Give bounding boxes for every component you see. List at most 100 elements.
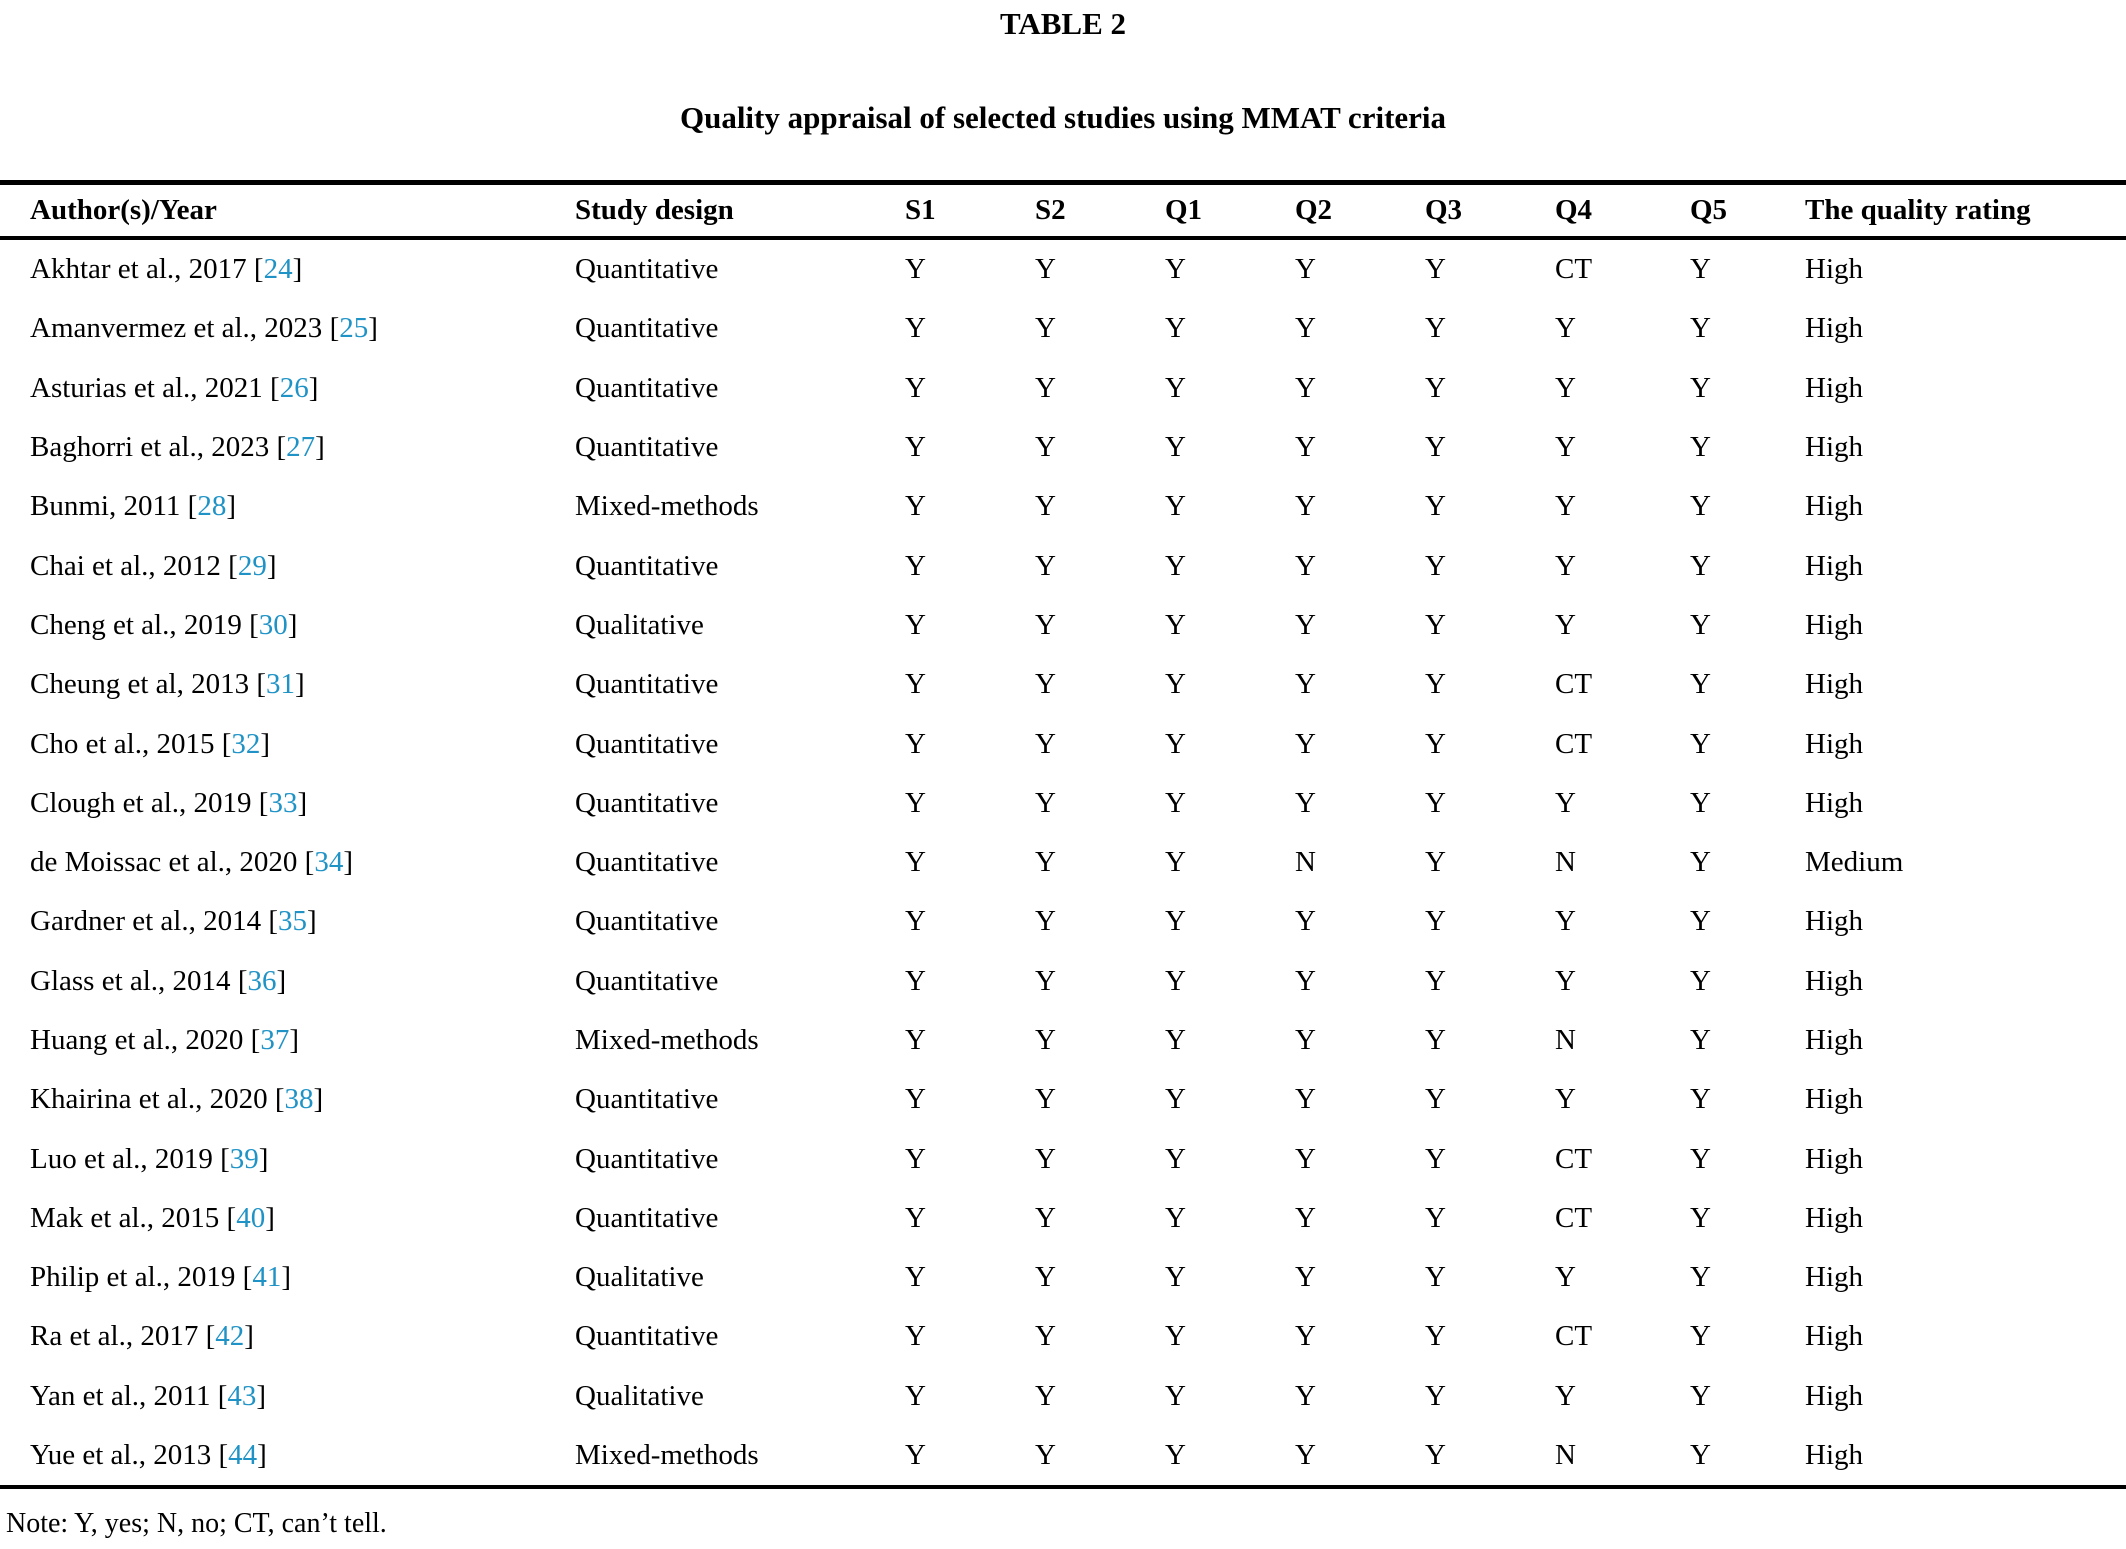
q5-value-cell: Y (1690, 1201, 1711, 1234)
reference-link[interactable]: 31 (266, 668, 295, 701)
s2-value-cell: Y (1035, 253, 1056, 286)
s2-value-cell: Y (1035, 431, 1056, 464)
q3-value-cell: Y (1425, 608, 1446, 641)
q3-value-cell: Y (1425, 1201, 1446, 1234)
q5-value-cell: Y (1690, 668, 1711, 701)
reference-link[interactable]: 26 (279, 371, 309, 404)
study-design-cell: Mixed-methods (575, 1024, 759, 1056)
s1-value-cell: Y (905, 312, 926, 345)
quality-appraisal-table: Author(s)/Year Study design S1 S2 Q1 Q2 Q3 Q4 Q5… (0, 180, 2126, 1490)
q3-value-cell: Y (1425, 549, 1446, 582)
author-year-text: Baghorri et al., 2023 (30, 431, 270, 464)
column-header-q1: Q1 (1165, 182, 1295, 240)
author-year-cell: Huang et al., 2020 [37] (30, 1024, 300, 1056)
study-design-cell: Mixed-methods (575, 490, 759, 523)
s2-value-cell: Y (1035, 964, 1056, 997)
q3-value-cell: Y (1425, 964, 1446, 997)
reference-link[interactable]: 25 (339, 312, 369, 345)
q1-value-cell: Y (1165, 1024, 1186, 1056)
s2-value-cell: Y (1035, 1142, 1056, 1175)
s1-value-cell: Y (905, 1261, 926, 1294)
reference-link[interactable]: 39 (229, 1142, 259, 1175)
s2-value-cell: Y (1035, 1024, 1056, 1056)
reference-link[interactable]: 41 (252, 1261, 282, 1294)
reference-link[interactable]: 42 (215, 1320, 245, 1353)
s2-value-cell: Y (1035, 786, 1056, 819)
author-year-text: Khairina et al., 2020 (30, 1083, 268, 1116)
author-year-text: Akhtar et al., 2017 (30, 253, 247, 286)
study-design-cell: Quantitative (575, 727, 719, 760)
q1-value-cell: Y (1165, 1320, 1186, 1353)
s2-value-cell: Y (1035, 1261, 1056, 1294)
author-year-cell: Cheng et al., 2019 [30] (30, 608, 298, 641)
q3-value-cell: Y (1425, 1024, 1446, 1056)
s1-value-cell: Y (905, 727, 926, 760)
quality-rating-cell: High (1805, 253, 1863, 286)
reference-link[interactable]: 38 (284, 1083, 314, 1116)
reference-link[interactable]: 34 (314, 846, 344, 879)
table-row: Clough et al., 2019 [33] Quantitative Y Y Y Y… (0, 774, 2126, 833)
quality-rating-cell: High (1805, 964, 1863, 997)
quality-rating-cell: High (1805, 371, 1863, 404)
s1-value-cell: Y (905, 1379, 926, 1412)
q5-value-cell: Y (1690, 1379, 1711, 1412)
q2-value-cell: Y (1295, 312, 1316, 345)
table-title: Quality appraisal of selected studies us… (679, 100, 1447, 135)
s1-value-cell: Y (905, 1142, 926, 1175)
study-design-cell: Quantitative (575, 431, 719, 464)
reference-link[interactable]: 36 (247, 964, 277, 997)
reference-link[interactable]: 27 (286, 431, 316, 464)
reference-link[interactable]: 28 (197, 490, 227, 523)
reference-link[interactable]: 30 (258, 608, 288, 641)
q4-value-cell: Y (1555, 1083, 1576, 1116)
table-number: TABLE 2 (999, 6, 1127, 41)
author-year-cell: Cho et al., 2015 [32] (30, 727, 271, 760)
q5-value-cell: Y (1690, 727, 1711, 760)
q4-value-cell: Y (1555, 964, 1576, 997)
study-design-cell: Quantitative (575, 1320, 719, 1353)
q5-value-cell: Y (1690, 490, 1711, 523)
study-design-cell: Quantitative (575, 371, 719, 404)
quality-rating-cell: High (1805, 1024, 1863, 1056)
q3-value-cell: Y (1425, 1320, 1446, 1353)
q1-value-cell: Y (1165, 1261, 1186, 1294)
q4-value-cell: CT (1555, 1142, 1593, 1175)
q1-value-cell: Y (1165, 846, 1186, 879)
reference-link[interactable]: 29 (237, 549, 267, 582)
reference-link[interactable]: 37 (260, 1024, 290, 1056)
reference-link[interactable]: 35 (278, 905, 308, 938)
author-year-text: Cheung et al, 2013 (30, 668, 250, 701)
s2-value-cell: Y (1035, 608, 1056, 641)
table-row: Philip et al., 2019 [41] Qualitative Y Y Y Y Y… (0, 1248, 2126, 1307)
table-row: Yan et al., 2011 [43] Qualitative Y Y Y Y Y Y Y H… (0, 1367, 2126, 1426)
reference-link[interactable]: 33 (268, 786, 298, 819)
table-row: Cheng et al., 2019 [30] Qualitative Y Y Y Y Y Y… (0, 596, 2126, 655)
column-header-q5: Q5 (1690, 182, 1805, 240)
author-year-cell: Glass et al., 2014 [36] (30, 964, 287, 997)
author-year-text: Philip et al., 2019 (30, 1261, 236, 1294)
q5-value-cell: Y (1690, 371, 1711, 404)
s1-value-cell: Y (905, 1439, 926, 1472)
table-row: Cheung et al, 2013 [31] Quantitative Y Y Y Y Y… (0, 655, 2126, 714)
q2-value-cell: Y (1295, 727, 1316, 760)
reference-link[interactable]: 32 (231, 727, 261, 760)
q2-value-cell: Y (1295, 431, 1316, 464)
quality-rating-cell: High (1805, 490, 1863, 523)
s1-value-cell: Y (905, 490, 926, 523)
reference-link[interactable]: 44 (228, 1439, 258, 1472)
q3-value-cell: Y (1425, 312, 1446, 345)
table-caption: TABLE 2 Quality appraisal of selected st… (0, 6, 2126, 136)
study-design-cell: Qualitative (575, 608, 704, 641)
quality-rating-cell: High (1805, 1439, 1863, 1472)
reference-link[interactable]: 24 (263, 253, 293, 286)
quality-rating-cell: High (1805, 549, 1863, 582)
q2-value-cell: Y (1295, 371, 1316, 404)
author-year-cell: de Moissac et al., 2020 [34] (30, 846, 353, 879)
quality-rating-cell: Medium (1805, 846, 1904, 879)
s2-value-cell: Y (1035, 1320, 1056, 1353)
reference-link[interactable]: 43 (227, 1379, 257, 1412)
table-row: Chai et al., 2012 [29] Quantitative Y Y Y Y Y Y… (0, 536, 2126, 595)
author-year-text: Yan et al., 2011 (30, 1379, 211, 1412)
s2-value-cell: Y (1035, 490, 1056, 523)
reference-link[interactable]: 40 (236, 1201, 266, 1234)
